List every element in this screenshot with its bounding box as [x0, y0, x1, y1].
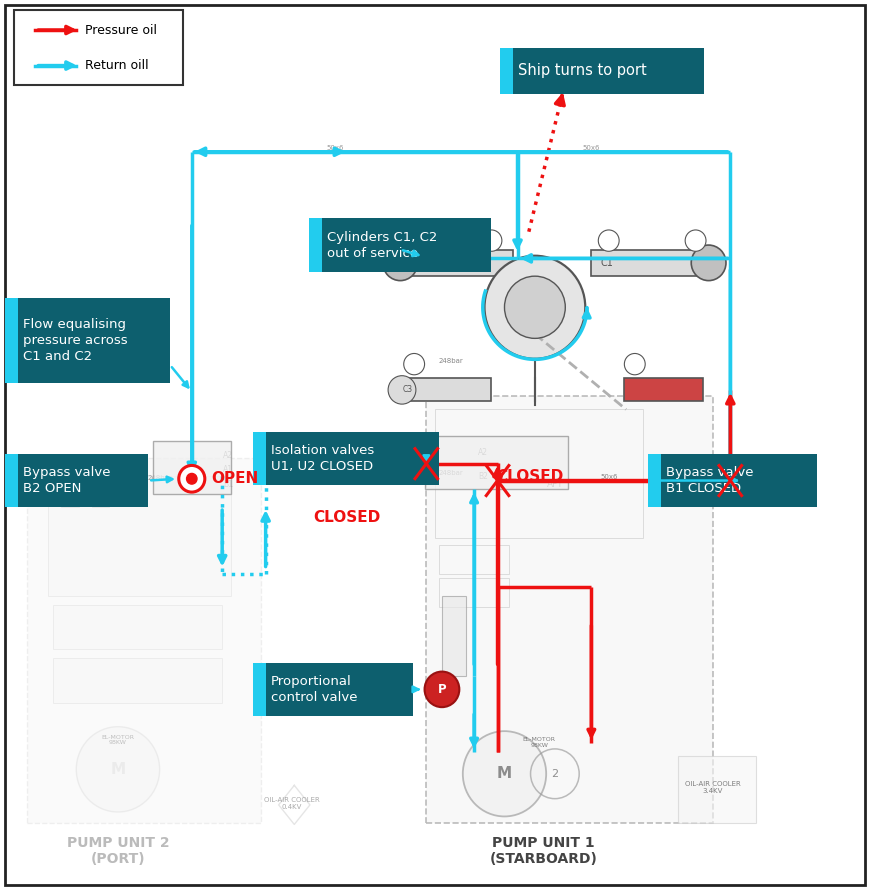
Text: PUMP UNIT 1
(STARBOARD): PUMP UNIT 1 (STARBOARD) [489, 836, 597, 866]
Text: C3: C3 [402, 385, 413, 394]
Text: EL-MOTOR
98KW: EL-MOTOR 98KW [522, 737, 555, 748]
Text: Flow equalising
pressure across
C1 and C2: Flow equalising pressure across C1 and C… [23, 318, 128, 363]
Circle shape [691, 245, 725, 280]
Circle shape [186, 473, 196, 484]
Circle shape [178, 465, 204, 492]
FancyBboxPatch shape [153, 441, 230, 494]
Text: 248bar: 248bar [438, 471, 462, 476]
FancyBboxPatch shape [678, 756, 755, 822]
FancyBboxPatch shape [591, 249, 704, 276]
FancyBboxPatch shape [49, 476, 230, 596]
FancyBboxPatch shape [513, 48, 704, 94]
Text: B1: B1 [223, 480, 233, 489]
FancyBboxPatch shape [5, 298, 18, 383]
Text: 12bar: 12bar [440, 389, 461, 394]
Text: A2: A2 [477, 449, 488, 457]
Text: Return oill: Return oill [85, 59, 149, 72]
FancyBboxPatch shape [500, 48, 513, 94]
FancyBboxPatch shape [252, 432, 265, 485]
FancyBboxPatch shape [62, 476, 79, 507]
Circle shape [624, 353, 645, 375]
FancyBboxPatch shape [252, 663, 265, 716]
FancyBboxPatch shape [308, 218, 322, 271]
FancyBboxPatch shape [265, 432, 439, 485]
Circle shape [382, 245, 417, 280]
Text: Ship turns to port: Ship turns to port [518, 63, 647, 78]
Text: A2: A2 [223, 451, 233, 460]
Text: M: M [110, 762, 125, 777]
FancyBboxPatch shape [5, 5, 864, 885]
Text: Proportional
control valve: Proportional control valve [270, 675, 357, 704]
Circle shape [76, 727, 160, 812]
FancyBboxPatch shape [53, 659, 222, 703]
FancyBboxPatch shape [27, 458, 261, 822]
Text: 50x6: 50x6 [582, 145, 600, 151]
FancyBboxPatch shape [18, 298, 169, 383]
FancyBboxPatch shape [439, 546, 508, 574]
Text: Bypass valve
B2 OPEN: Bypass valve B2 OPEN [23, 466, 110, 495]
Text: OIL-AIR COOLER
0.4KV: OIL-AIR COOLER 0.4KV [263, 797, 319, 810]
FancyBboxPatch shape [265, 663, 413, 716]
Circle shape [504, 276, 565, 338]
Text: OIL-AIR COOLER
3.4KV: OIL-AIR COOLER 3.4KV [684, 781, 740, 794]
Circle shape [481, 230, 501, 251]
Text: P: P [437, 683, 446, 696]
FancyBboxPatch shape [5, 454, 18, 507]
FancyBboxPatch shape [434, 409, 643, 538]
FancyBboxPatch shape [426, 396, 712, 822]
Text: 50x6: 50x6 [600, 474, 617, 480]
Circle shape [484, 255, 585, 359]
Text: CLOSED: CLOSED [313, 510, 381, 525]
Text: OPEN: OPEN [210, 472, 258, 486]
FancyBboxPatch shape [400, 249, 513, 276]
Text: PUMP UNIT 2
(PORT): PUMP UNIT 2 (PORT) [67, 836, 169, 866]
Text: B1: B1 [419, 449, 429, 457]
Circle shape [598, 230, 619, 251]
Circle shape [424, 672, 459, 708]
Circle shape [388, 376, 415, 404]
Text: C2: C2 [426, 258, 439, 268]
Text: 2: 2 [551, 769, 558, 779]
Text: Bypass valve
B1 CLOSED: Bypass valve B1 CLOSED [666, 466, 753, 495]
Text: 50x6: 50x6 [352, 465, 369, 470]
Circle shape [685, 230, 706, 251]
Circle shape [398, 230, 419, 251]
FancyBboxPatch shape [439, 578, 508, 607]
FancyBboxPatch shape [660, 454, 816, 507]
FancyBboxPatch shape [424, 436, 567, 490]
Text: Cylinders C1, C2
out of service: Cylinders C1, C2 out of service [327, 231, 437, 260]
FancyBboxPatch shape [92, 476, 109, 507]
FancyBboxPatch shape [322, 218, 491, 271]
FancyBboxPatch shape [624, 378, 702, 400]
FancyBboxPatch shape [647, 454, 660, 507]
Text: CLOSED: CLOSED [495, 469, 562, 483]
FancyBboxPatch shape [14, 10, 182, 85]
Text: 248bar: 248bar [438, 358, 462, 364]
Text: M: M [496, 766, 512, 781]
Text: Isolation valves
U1, U2 CLOSED: Isolation valves U1, U2 CLOSED [270, 444, 374, 473]
Text: 50x6: 50x6 [282, 459, 300, 465]
Text: Pressure oil: Pressure oil [85, 23, 156, 36]
Circle shape [403, 353, 424, 375]
Text: 50x6: 50x6 [326, 145, 343, 151]
Text: 248bar: 248bar [147, 475, 172, 481]
Text: AFT: AFT [546, 480, 562, 489]
Text: C1: C1 [600, 258, 612, 268]
Text: A1: A1 [223, 465, 233, 474]
Circle shape [462, 731, 546, 816]
FancyBboxPatch shape [53, 605, 222, 650]
FancyBboxPatch shape [18, 454, 149, 507]
FancyBboxPatch shape [395, 378, 491, 400]
Text: EL-MOTOR
98KW: EL-MOTOR 98KW [102, 734, 135, 746]
Text: B2: B2 [477, 472, 488, 481]
FancyBboxPatch shape [441, 596, 466, 676]
